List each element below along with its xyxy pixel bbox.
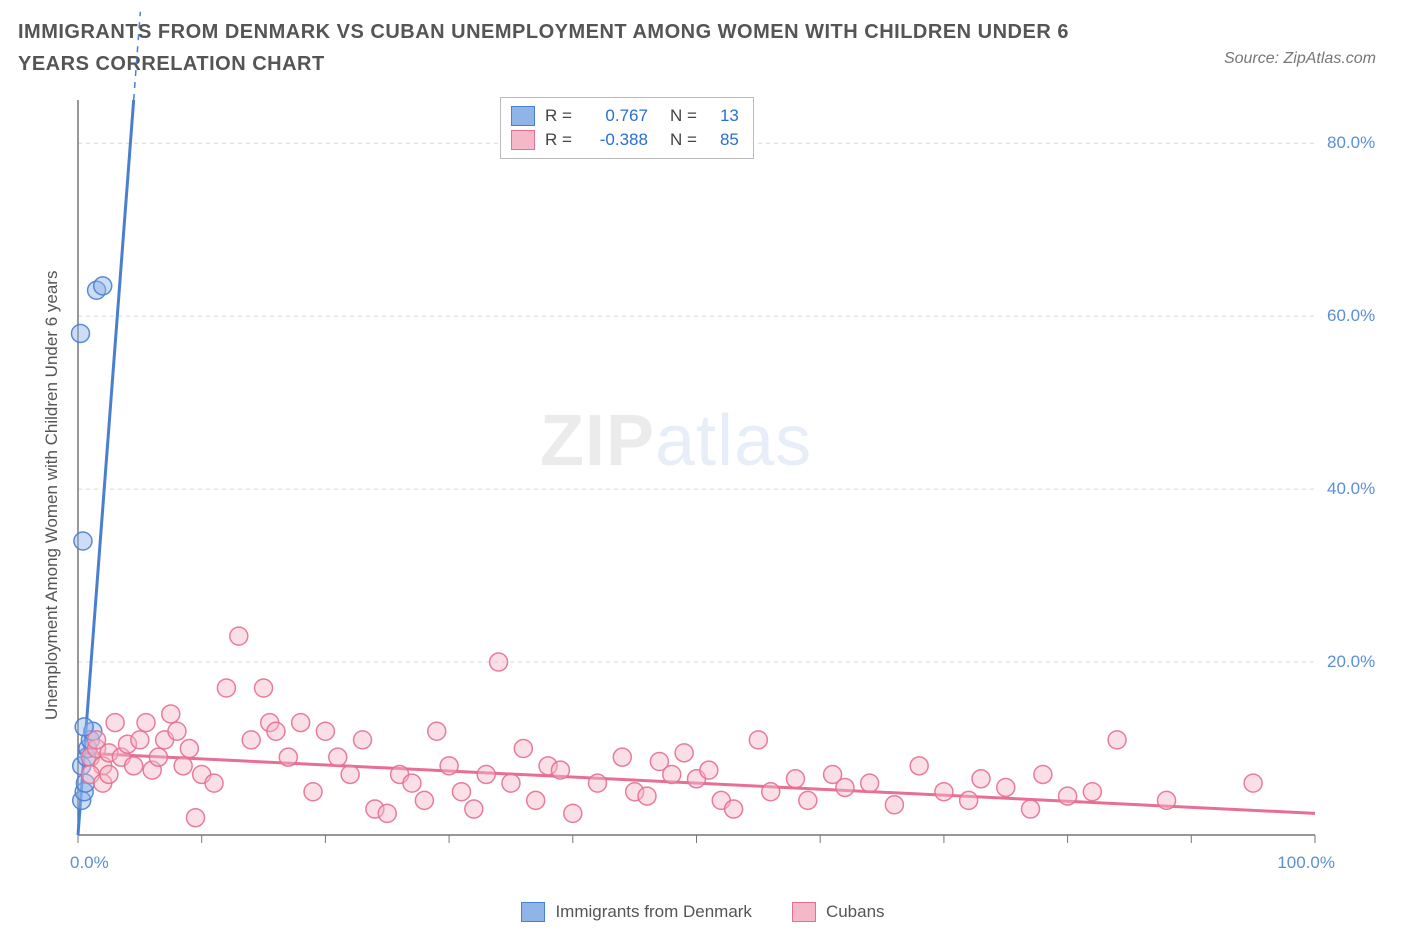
y-axis-label: Unemployment Among Women with Children U… xyxy=(42,120,62,720)
chart-container: IMMIGRANTS FROM DENMARK VS CUBAN UNEMPLO… xyxy=(0,0,1406,930)
chart-title: IMMIGRANTS FROM DENMARK VS CUBAN UNEMPLO… xyxy=(18,16,1118,80)
source-attribution: Source: ZipAtlas.com xyxy=(1224,50,1376,68)
stats-legend-row: R = 0.767 N = 13 xyxy=(511,104,739,128)
stats-legend-row: R = -0.388 N = 85 xyxy=(511,128,739,152)
legend-swatch xyxy=(792,902,816,922)
n-symbol: N = xyxy=(670,130,697,150)
r-value: 0.767 xyxy=(582,106,648,126)
y-tick-label: 80.0% xyxy=(1327,133,1375,153)
y-tick-label: 60.0% xyxy=(1327,306,1375,326)
n-value: 85 xyxy=(707,130,739,150)
legend-swatch xyxy=(511,106,535,126)
r-symbol: R = xyxy=(545,106,572,126)
stats-legend-box: R = 0.767 N = 13 R = -0.388 N = 85 xyxy=(500,97,754,159)
legend-item: Immigrants from Denmark xyxy=(521,902,751,922)
n-symbol: N = xyxy=(670,106,697,126)
legend-label: Immigrants from Denmark xyxy=(555,902,751,922)
legend-item: Cubans xyxy=(792,902,885,922)
x-tick-label: 0.0% xyxy=(70,853,109,873)
legend-swatch xyxy=(511,130,535,150)
plot-area: ZIPatlas R =0.767N =13R =-0.388N =85 xyxy=(60,95,1380,875)
y-tick-label: 20.0% xyxy=(1327,652,1375,672)
scatter-plot-svg xyxy=(60,95,1380,875)
r-value: -0.388 xyxy=(582,130,648,150)
series-legend: Immigrants from Denmark Cubans xyxy=(0,902,1406,922)
r-symbol: R = xyxy=(545,130,572,150)
x-tick-label: 100.0% xyxy=(1277,853,1335,873)
y-tick-label: 40.0% xyxy=(1327,479,1375,499)
legend-swatch xyxy=(521,902,545,922)
n-value: 13 xyxy=(707,106,739,126)
legend-label: Cubans xyxy=(826,902,885,922)
